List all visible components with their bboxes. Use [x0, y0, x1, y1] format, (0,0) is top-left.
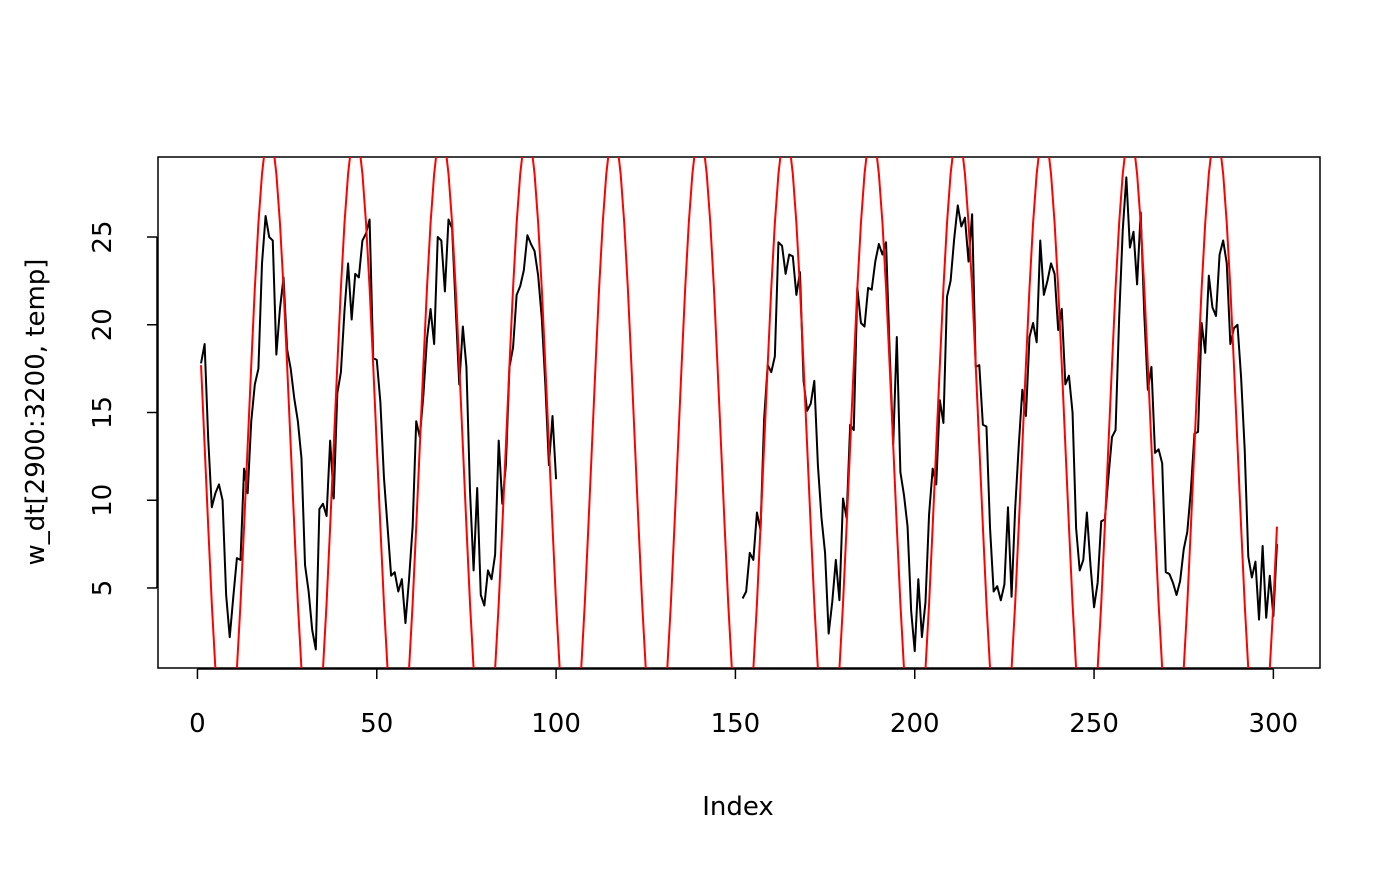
y-axis-label: w_dt[2900:3200, temp]	[21, 259, 51, 566]
x-tick-label: 150	[711, 709, 761, 739]
x-tick-label: 300	[1249, 709, 1299, 739]
x-tick-label: 50	[360, 709, 393, 739]
x-tick-label: 100	[531, 709, 581, 739]
plot-box	[157, 156, 1321, 669]
series-line	[200, 157, 1278, 668]
y-tick-label: 10	[88, 484, 118, 517]
y-tick-label: 15	[88, 396, 118, 429]
plot-area	[200, 157, 1278, 668]
x-tick-label: 250	[1069, 709, 1119, 739]
x-tick-label: 0	[189, 709, 206, 739]
x-tick-label: 200	[890, 709, 940, 739]
x-axis-label: Index	[702, 792, 774, 822]
y-tick-label: 5	[88, 580, 118, 597]
y-tick-label: 20	[88, 308, 118, 341]
y-tick-label: 25	[88, 220, 118, 253]
series-line	[200, 176, 1278, 653]
